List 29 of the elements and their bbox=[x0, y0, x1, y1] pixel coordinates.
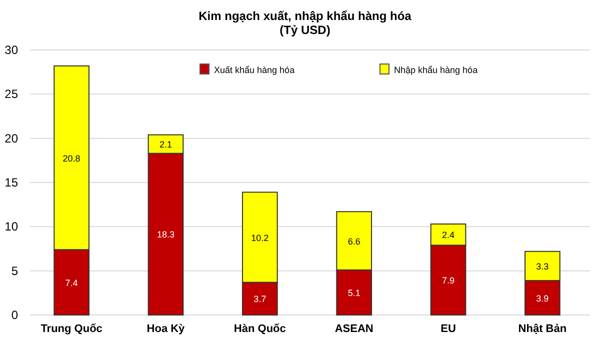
data-label: 7.9 bbox=[442, 276, 455, 286]
y-tick-label: 15 bbox=[4, 176, 18, 190]
y-tick-label: 5 bbox=[11, 264, 18, 278]
data-label: 18.3 bbox=[156, 230, 174, 240]
chart-title: Kim ngạch xuất, nhập khẩu hàng hóa bbox=[198, 9, 412, 23]
data-label: 3.3 bbox=[536, 261, 549, 272]
x-tick-label: ASEAN bbox=[334, 323, 374, 335]
data-label: 3.9 bbox=[536, 293, 549, 304]
chart-subtitle: (Tỷ USD) bbox=[280, 23, 330, 37]
y-tick-label: 25 bbox=[4, 87, 18, 102]
x-tick-label: Hàn Quốc bbox=[234, 323, 286, 335]
x-tick-label: Trung Quốc bbox=[40, 323, 102, 335]
data-label: 5.1 bbox=[348, 288, 360, 298]
data-label: 2.4 bbox=[442, 230, 455, 240]
data-label: 10.2 bbox=[251, 232, 269, 243]
data-label: 3.7 bbox=[254, 294, 266, 304]
data-label: 6.6 bbox=[348, 236, 360, 246]
x-tick-label: Hoa Kỳ bbox=[146, 323, 186, 335]
y-tick-label: 30 bbox=[4, 43, 18, 57]
data-label: 2.1 bbox=[159, 140, 172, 150]
legend-label: Nhập khẩu hàng hóa bbox=[394, 65, 478, 75]
x-tick-label: EU bbox=[440, 323, 456, 335]
legend-label: Xuất khẩu hàng hóa bbox=[214, 65, 295, 75]
y-tick-label: 10 bbox=[4, 220, 18, 234]
y-tick-label: 20 bbox=[4, 131, 18, 146]
x-tick-label: Nhật Bản bbox=[518, 323, 567, 335]
data-label: 7.4 bbox=[65, 278, 78, 288]
data-label: 20.8 bbox=[62, 153, 80, 164]
y-tick-label: 0 bbox=[11, 308, 18, 322]
